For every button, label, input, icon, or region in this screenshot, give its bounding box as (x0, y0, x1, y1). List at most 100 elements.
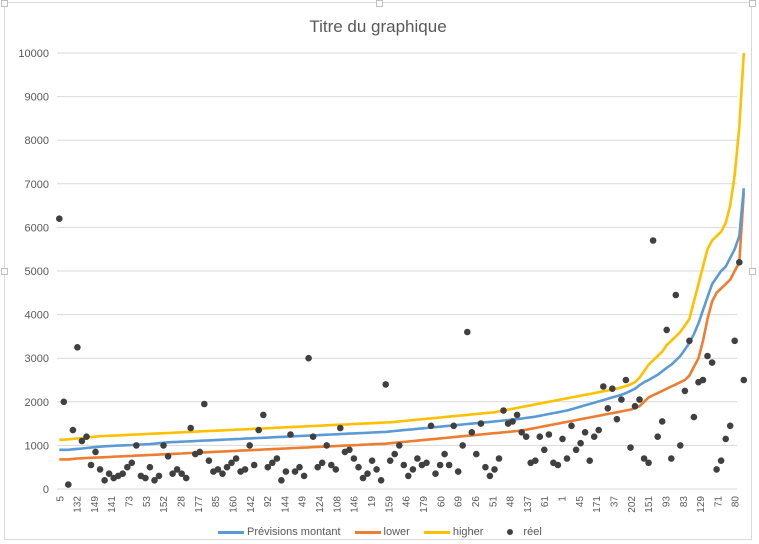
x-tick-label-23: 69 (454, 496, 465, 508)
x-tick-label-36: 83 (679, 496, 690, 508)
reel-point-54 (300, 472, 308, 480)
reel-point-45 (260, 411, 267, 419)
reel-point-48 (273, 455, 281, 462)
reel-point-64 (346, 446, 353, 454)
y-tick-label-5000: 5000 (25, 266, 49, 278)
legend-label-higher: higher (452, 526, 484, 538)
reel-point-112 (563, 455, 571, 462)
x-tick-label-19: 159 (384, 496, 395, 513)
reel-point-69 (368, 457, 376, 465)
x-tick-label-29: 1 (558, 496, 569, 502)
resize-handle-middle-right[interactable] (749, 268, 756, 275)
reel-point-67 (359, 474, 367, 482)
reel-point-107 (541, 446, 548, 454)
reel-point-10 (101, 477, 108, 484)
reel-point-28 (182, 474, 190, 482)
legend-label-previsions: Prévisions montant (247, 526, 341, 538)
reel-point-108 (545, 431, 553, 438)
reel-point-59 (323, 442, 331, 449)
x-tick-label-31: 171 (592, 496, 603, 513)
reel-point-38 (228, 459, 235, 467)
reel-point-8 (92, 448, 99, 456)
x-tick-label-24: 26 (471, 496, 482, 508)
reel-point-95 (486, 472, 494, 480)
reel-point-92 (473, 450, 480, 458)
reel-point-87 (450, 422, 458, 430)
x-tick-label-39: 80 (731, 496, 742, 508)
reel-point-35 (214, 466, 222, 473)
x-tick-label-11: 142 (246, 496, 257, 513)
y-tick-label-6000: 6000 (25, 222, 49, 234)
reel-point-26 (173, 466, 181, 473)
reel-point-7 (87, 461, 95, 469)
reel-point-46 (264, 463, 272, 471)
reel-point-120 (600, 383, 607, 390)
x-tick-label-27: 137 (523, 496, 534, 513)
reel-point-61 (332, 466, 340, 473)
reel-point-145 (713, 466, 720, 473)
reel-point-11 (105, 470, 113, 478)
y-tick-label-2000: 2000 (25, 397, 49, 409)
x-tick-label-30: 45 (575, 496, 586, 508)
reel-point-4 (74, 344, 81, 351)
reel-point-119 (595, 426, 602, 434)
reel-point-134 (663, 326, 670, 334)
series-line-2 (59, 52, 746, 442)
reel-point-20 (146, 463, 154, 471)
reel-point-5 (78, 437, 86, 445)
x-tick-label-28: 61 (540, 496, 551, 508)
reel-point-65 (350, 455, 358, 462)
reel-point-62 (337, 424, 344, 432)
reel-point-101 (513, 411, 521, 419)
legend-item-lower: lower (354, 526, 410, 538)
reel-point-71 (377, 477, 385, 484)
resize-handle-top-left[interactable] (1, 0, 8, 7)
legend-swatch-reel (507, 529, 514, 535)
x-tick-label-15: 124 (315, 496, 326, 513)
x-tick-label-18: 19 (367, 496, 378, 508)
y-tick-label-3000: 3000 (25, 353, 49, 365)
reel-point-129 (640, 455, 648, 462)
reel-point-118 (590, 433, 598, 441)
reel-point-41 (241, 466, 249, 473)
legend-item-higher: higher (423, 526, 484, 538)
reel-point-121 (604, 405, 612, 412)
x-tick-label-16: 108 (332, 496, 343, 513)
x-tick-label-9: 85 (211, 496, 222, 508)
reel-point-81 (423, 459, 430, 467)
reel-point-29 (187, 424, 194, 432)
chart-title: Titre du graphique (309, 17, 447, 36)
x-tick-label-38: 71 (713, 496, 724, 508)
x-tick-label-8: 177 (194, 496, 205, 513)
x-tick-label-3: 141 (107, 496, 118, 513)
reel-point-39 (232, 455, 240, 462)
x-tick-label-13: 144 (280, 496, 291, 513)
x-tick-label-14: 49 (298, 496, 309, 508)
reel-point-56 (309, 433, 317, 441)
reel-point-142 (699, 376, 707, 384)
x-tick-label-7: 28 (177, 496, 188, 508)
reel-point-137 (677, 442, 684, 449)
reel-point-70 (373, 466, 380, 473)
reel-point-117 (586, 457, 593, 465)
reel-point-53 (296, 463, 303, 471)
reel-point-126 (627, 444, 634, 451)
reel-point-110 (554, 461, 562, 469)
reel-point-139 (686, 337, 693, 345)
reel-point-84 (436, 461, 444, 469)
reel-point-100 (509, 418, 516, 425)
resize-handle-middle-left[interactable] (1, 268, 8, 275)
reel-point-77 (405, 472, 412, 480)
reel-point-76 (400, 461, 408, 469)
reel-point-57 (314, 463, 322, 471)
resize-handle-top-center[interactable] (376, 0, 383, 7)
resize-handle-top-right[interactable] (749, 0, 756, 7)
reel-point-44 (255, 426, 262, 434)
reel-point-24 (164, 453, 172, 460)
reel-point-90 (464, 328, 471, 336)
reel-point-52 (291, 468, 299, 475)
series-line-1 (59, 192, 746, 461)
legend-item-previsions: Prévisions montant (218, 526, 341, 538)
reel-point-105 (532, 457, 539, 465)
reel-point-19 (142, 474, 149, 482)
